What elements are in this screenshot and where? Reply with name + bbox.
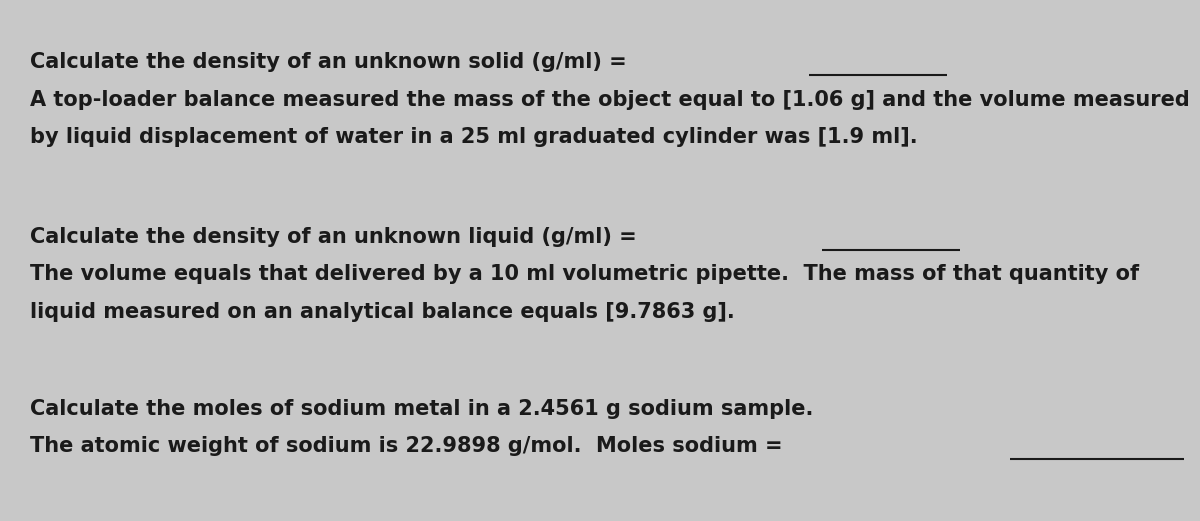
Text: Calculate the moles of sodium metal in a 2.4561 g sodium sample.: Calculate the moles of sodium metal in a… [30,399,814,418]
Text: A top-loader balance measured the mass of the object equal to [1.06 g] and the v: A top-loader balance measured the mass o… [30,90,1189,109]
Text: by liquid displacement of water in a 25 ml graduated cylinder was [1.9 ml].: by liquid displacement of water in a 25 … [30,127,918,147]
Text: The atomic weight of sodium is 22.9898 g/mol.  Moles sodium =: The atomic weight of sodium is 22.9898 g… [30,436,790,456]
Text: The volume equals that delivered by a 10 ml volumetric pipette.  The mass of tha: The volume equals that delivered by a 10… [30,264,1139,284]
Text: Calculate the density of an unknown solid (g/ml) =: Calculate the density of an unknown soli… [30,52,634,72]
Text: Calculate the density of an unknown liquid (g/ml) =: Calculate the density of an unknown liqu… [30,227,644,246]
Text: liquid measured on an analytical balance equals [9.7863 g].: liquid measured on an analytical balance… [30,302,734,321]
